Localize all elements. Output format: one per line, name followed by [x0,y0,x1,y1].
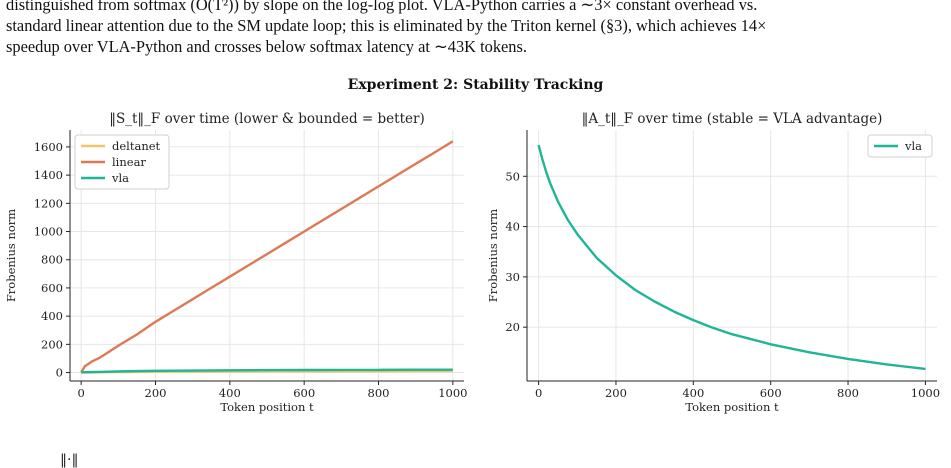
y-tick-label: 1000 [34,225,63,239]
body-paragraph: distinguished from softmax (O(T²)) by sl… [6,0,950,57]
x-tick-label: 400 [682,386,704,400]
x-tick-label: 200 [605,386,627,400]
y-tick-label: 200 [41,337,63,351]
y-tick-label: 800 [41,253,63,267]
legend-box [867,134,933,158]
x-tick-label: 800 [368,386,390,400]
series-line-vla [81,368,453,374]
y-tick-label: 400 [41,309,63,323]
y-tick-label: 1400 [34,168,63,182]
series-line-linear [80,140,454,374]
y-tick-label: 1600 [34,140,63,154]
series-line-vla [537,144,926,371]
y-tick-label: 30 [505,270,520,284]
figure-title: Experiment 2: Stability Tracking [347,77,604,93]
y-tick-label: 50 [505,169,520,183]
y-axis-label: Frobenius norm [486,209,500,302]
legend-label-linear: linear [112,155,146,169]
legend-box [74,134,170,190]
x-tick-label: 600 [293,386,315,400]
paragraph-line-3: speedup over VLA-Python and crosses belo… [6,37,527,56]
y-tick-label: 1200 [34,196,63,210]
x-tick-label: 1000 [438,386,467,400]
legend-label-vla: vla [904,139,922,153]
y-tick-label: 40 [505,220,520,234]
x-axis-label: Token position t [685,400,779,414]
y-tick-label: 0 [56,366,63,380]
y-tick-label: 600 [41,281,63,295]
chart-2: 0 200 400 600 800 1000 20 30 40 50 ‖A_t‖_F over ti… [486,111,940,414]
y-tick-label: 20 [505,320,520,334]
chart-title: ‖S_t‖_F over time (lower & bounded = bet… [109,111,424,127]
chart-1: 0 200 400 600 800 1000 0 200 400 600 800 1000 1200 14… [4,111,467,414]
x-tick-label: 800 [837,386,859,400]
paragraph-line-1: distinguished from softmax (O(T²)) by sl… [6,0,758,14]
x-tick-label: 0 [535,386,542,400]
x-tick-label: 200 [145,386,167,400]
x-axis-label: Token position t [220,400,314,414]
chart-title: ‖A_t‖_F over time (stable = VLA advantag… [582,111,883,127]
x-tick-label: 600 [760,386,782,400]
legend-label-deltanet: deltanet [112,139,161,153]
x-tick-label: 0 [77,386,84,400]
x-tick-label: 1000 [911,386,940,400]
legend-label-vla: vla [111,171,129,185]
y-axis-label: Frobenius norm [4,209,18,302]
paragraph-line-2: standard linear attention due to the SM … [6,16,767,35]
x-tick-label: 400 [219,386,241,400]
bottom-caption-fragment: ‖·‖ [60,452,79,468]
